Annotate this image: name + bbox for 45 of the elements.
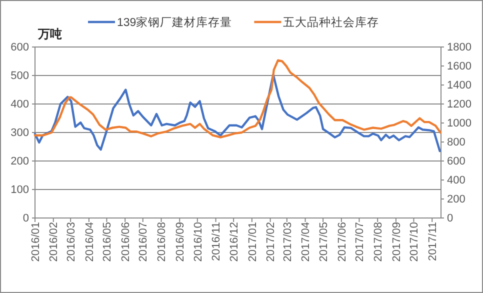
y2-tick-label: 200: [447, 194, 466, 206]
x-tick-label: 2017/10: [408, 222, 421, 262]
x-tick-label: 2017/02: [265, 222, 278, 262]
y2-tick-label: 800: [447, 136, 466, 149]
y-tick-label: 200: [10, 156, 29, 168]
line-series: [34, 59, 442, 138]
x-tick-label: 2017/01: [246, 222, 259, 262]
x-tick-label: 2016/10: [192, 222, 204, 262]
legend-label: 139家钢厂建材库存量: [117, 15, 232, 29]
y2-tick-label: 1400: [447, 80, 472, 92]
y2-tick-label: 1200: [447, 98, 472, 111]
y2-tick-label: 0: [447, 212, 454, 225]
x-tick-label: 2017/11: [426, 222, 439, 261]
x-tick-label: 2017/08: [372, 222, 384, 262]
x-tick-label: 2016/08: [156, 222, 168, 262]
y-tick-label: 0: [22, 212, 29, 225]
x-tick-label: 2016/04: [84, 222, 96, 262]
x-tick-label: 2017/04: [300, 222, 312, 262]
x-tick-label: 2017/06: [336, 222, 348, 262]
y-tick-label: 600: [10, 42, 29, 54]
y2-tick-label: 400: [447, 174, 466, 187]
x-tick-label: 2016/12: [228, 222, 240, 262]
x-tick-label: 2017/03: [282, 222, 294, 262]
x-tick-label: 2016/09: [174, 222, 186, 262]
y-tick-label: 100: [10, 184, 29, 196]
y-axis-title: 万吨: [37, 27, 62, 41]
y2-tick-label: 1800: [447, 42, 472, 54]
x-tick-label: 2016/03: [65, 222, 78, 262]
x-tick-label: 2016/11: [210, 222, 223, 261]
y2-tick-label: 1000: [447, 118, 472, 130]
x-tick-label: 2016/01: [30, 222, 42, 262]
x-tick-label: 2017/09: [390, 222, 403, 262]
y2-tick-label: 1600: [447, 60, 472, 73]
y-tick-label: 400: [10, 98, 29, 111]
x-tick-label: 2016/06: [120, 222, 132, 262]
legend-label: 五大品种社会库存: [283, 15, 380, 29]
x-tick-label: 2016/02: [48, 222, 60, 262]
y-tick-label: 500: [10, 70, 29, 82]
x-tick-label: 2017/07: [354, 222, 366, 262]
y-tick-label: 300: [10, 127, 29, 140]
x-tick-label: 2017/05: [318, 222, 330, 262]
x-tick-label: 2016/05: [102, 222, 114, 262]
y2-tick-label: 600: [447, 156, 466, 168]
line-series: [34, 74, 441, 152]
x-tick-label: 2016/07: [138, 222, 150, 262]
